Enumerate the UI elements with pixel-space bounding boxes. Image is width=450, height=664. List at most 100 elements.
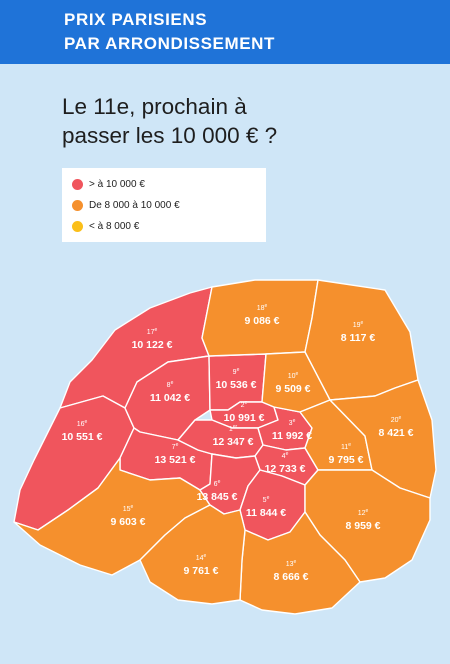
rank-number: 5 xyxy=(263,497,267,504)
svg-text:16e: 16e xyxy=(77,419,88,428)
svg-text:13e: 13e xyxy=(286,559,297,568)
svg-text:14e: 14e xyxy=(196,553,207,562)
label-arrondissement-18: 18e 9 086 € xyxy=(244,303,279,327)
rank-suffix: e xyxy=(176,442,179,448)
rank-suffix: e xyxy=(399,415,402,421)
price-value: 8 959 € xyxy=(345,520,380,532)
svg-text:1er: 1er xyxy=(229,424,238,433)
headline-line-1: Le 11e, prochain à xyxy=(62,94,247,119)
price-value: 11 042 € xyxy=(150,392,190,404)
svg-text:5e: 5e xyxy=(263,495,270,504)
rank-suffix: e xyxy=(204,553,207,559)
label-arrondissement-11: 11e 9 795 € xyxy=(328,442,363,466)
label-arrondissement-13: 13e 8 666 € xyxy=(273,559,308,583)
label-arrondissement-20: 20e 8 421 € xyxy=(378,415,413,439)
svg-text:20e: 20e xyxy=(391,415,402,424)
label-arrondissement-8: 8e 11 042 € xyxy=(150,380,190,404)
rank-number: 18 xyxy=(257,305,265,312)
price-value: 8 666 € xyxy=(273,571,308,583)
svg-text:9e: 9e xyxy=(233,367,240,376)
label-arrondissement-10: 10e 9 509 € xyxy=(275,371,310,395)
price-value: 9 795 € xyxy=(328,454,363,466)
price-value: 13 521 € xyxy=(155,454,196,466)
label-arrondissement-7: 7e 13 521 € xyxy=(155,442,196,466)
legend-swatch-orange xyxy=(72,199,83,211)
rank-number: 9 xyxy=(233,369,237,376)
price-value: 10 551 € xyxy=(62,431,103,443)
svg-text:11e: 11e xyxy=(341,442,351,451)
legend-item-above-10000: > à 10 000 € xyxy=(72,176,145,192)
price-value: 9 509 € xyxy=(275,383,310,395)
legend-swatch-yellow xyxy=(72,220,83,232)
svg-text:12e: 12e xyxy=(358,508,369,517)
rank-number: 8 xyxy=(167,382,171,389)
price-value: 13 845 € xyxy=(197,491,238,503)
legend-swatch-red xyxy=(72,178,83,190)
rank-number: 10 xyxy=(288,373,296,380)
rank-suffix: e xyxy=(85,419,88,425)
label-arrondissement-9: 9e 10 536 € xyxy=(216,367,257,391)
label-arrondissement-12: 12e 8 959 € xyxy=(345,508,380,532)
rank-suffix: e xyxy=(245,400,248,406)
arrondissement-13-area xyxy=(239,511,361,615)
rank-number: 7 xyxy=(172,444,176,451)
svg-text:6e: 6e xyxy=(214,479,221,488)
rank-number: 17 xyxy=(147,329,155,336)
rank-number: 4 xyxy=(282,453,286,460)
rank-suffix: e xyxy=(293,418,296,424)
rank-suffix: e xyxy=(294,559,297,565)
rank-number: 19 xyxy=(353,322,361,329)
headline-line-2: passer les 10 000 € ? xyxy=(62,123,278,148)
label-arrondissement-16: 16e 10 551 € xyxy=(62,419,103,443)
price-value: 9 086 € xyxy=(244,315,279,327)
rank-number: 20 xyxy=(391,417,399,424)
rank-suffix: e xyxy=(296,371,299,377)
price-value: 9 603 € xyxy=(110,516,145,528)
rank-suffix: e xyxy=(361,320,364,326)
label-arrondissement-19: 19e 8 117 € xyxy=(341,320,376,344)
svg-text:4e: 4e xyxy=(282,451,289,460)
rank-suffix: e xyxy=(366,508,369,514)
rank-number: 12 xyxy=(358,510,366,517)
price-value: 8 421 € xyxy=(378,427,413,439)
price-value: 10 991 € xyxy=(224,412,265,424)
rank-number: 2 xyxy=(241,402,245,409)
rank-suffix: e xyxy=(267,495,270,501)
legend-label: < à 8 000 € xyxy=(89,220,140,232)
label-arrondissement-6: 6e 13 845 € xyxy=(197,479,238,503)
rank-suffix: e xyxy=(131,504,134,510)
svg-text:18e: 18e xyxy=(257,303,268,312)
svg-text:2e: 2e xyxy=(241,400,248,409)
header-banner: PRIX PARISIENS PAR ARRONDISSEMENT xyxy=(0,0,450,64)
banner-title-line-2: PAR ARRONDISSEMENT xyxy=(64,34,276,53)
svg-text:19e: 19e xyxy=(353,320,364,329)
rank-suffix: e xyxy=(171,380,174,386)
label-arrondissement-3: 3e 11 992 € xyxy=(272,418,312,442)
label-arrondissement-5: 5e 11 844 € xyxy=(246,495,286,519)
price-value: 10 536 € xyxy=(216,379,257,391)
price-value: 11 992 € xyxy=(272,430,312,442)
label-arrondissement-4: 4e 12 733 € xyxy=(265,451,306,475)
svg-text:3e: 3e xyxy=(289,418,296,427)
price-value: 11 844 € xyxy=(246,507,286,519)
rank-suffix: e xyxy=(348,442,351,448)
label-arrondissement-17: 17e 10 122 € xyxy=(132,327,173,351)
rank-number: 1 xyxy=(229,426,233,433)
label-arrondissement-15: 15e 9 603 € xyxy=(110,504,145,528)
rank-number: 16 xyxy=(77,421,85,428)
legend-item-8000-to-10000: De 8 000 à 10 000 € xyxy=(72,197,180,213)
svg-text:10e: 10e xyxy=(288,371,299,380)
label-arrondissement-14: 14e 9 761 € xyxy=(183,553,218,577)
headline: Le 11e, prochain à passer les 10 000 € ? xyxy=(62,92,402,150)
legend: > à 10 000 € De 8 000 à 10 000 € < à 8 0… xyxy=(62,168,266,242)
price-value: 12 347 € xyxy=(213,436,254,448)
label-arrondissement-1: 1er 12 347 € xyxy=(213,424,254,448)
rank-number: 6 xyxy=(214,481,218,488)
price-value: 12 733 € xyxy=(265,463,306,475)
banner-title-line-1: PRIX PARISIENS xyxy=(64,10,208,29)
rank-number: 15 xyxy=(123,506,131,513)
rank-suffix: e xyxy=(237,367,240,373)
label-arrondissement-2: 2e 10 991 € xyxy=(224,400,265,424)
legend-label: De 8 000 à 10 000 € xyxy=(89,199,180,211)
